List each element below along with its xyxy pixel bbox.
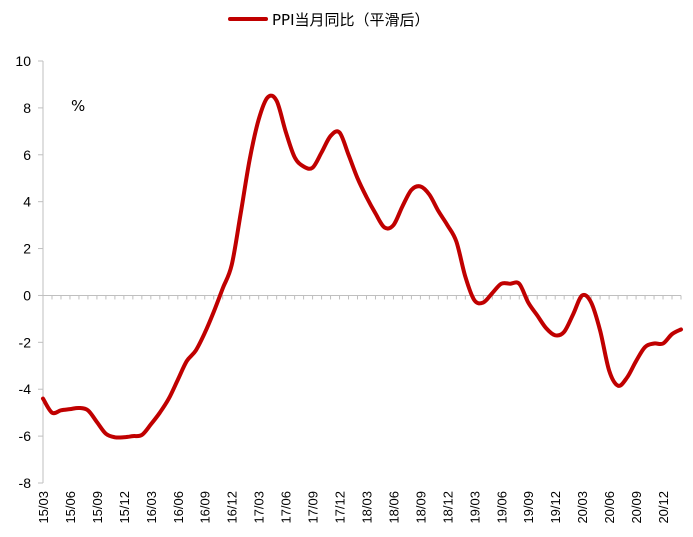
legend-label: PPI当月同比（平滑后）	[272, 10, 430, 29]
x-tick-label: 16/06	[171, 491, 186, 524]
x-tick-label: 19/06	[494, 491, 509, 524]
x-tick-label: 20/06	[602, 491, 617, 524]
x-tick-label: 15/12	[117, 491, 132, 524]
x-tick-label: 18/09	[413, 491, 428, 524]
y-tick-label: -2	[19, 334, 32, 350]
y-tick-label: -6	[19, 428, 32, 444]
y-tick-label: 2	[23, 241, 31, 257]
x-tick-label: 20/09	[629, 491, 644, 524]
x-tick-label: 20/03	[575, 491, 590, 524]
x-tick-label: 15/06	[63, 491, 78, 524]
x-tick-label: 18/12	[440, 491, 455, 524]
x-tick-label: 19/12	[548, 491, 563, 524]
x-tick-label: 19/09	[521, 491, 536, 524]
x-tick-label: 18/03	[359, 491, 374, 524]
x-tick-label: 16/12	[225, 491, 240, 524]
x-tick-label: 18/06	[386, 491, 401, 524]
legend-swatch	[228, 17, 268, 21]
x-tick-label: 16/09	[198, 491, 213, 524]
x-tick-label: 15/09	[90, 491, 105, 524]
y-tick-label: 4	[23, 194, 31, 210]
x-tick-label: 19/03	[467, 491, 482, 524]
legend: PPI当月同比（平滑后）	[228, 6, 430, 32]
x-tick-label: 17/06	[279, 491, 294, 524]
x-tick-label: 15/03	[36, 491, 51, 524]
y-tick-label: 10	[15, 53, 31, 69]
x-tick-label: 17/09	[306, 491, 321, 524]
y-tick-label: -8	[19, 475, 32, 491]
x-tick-label: 17/03	[252, 491, 267, 524]
unit-label: %	[71, 97, 86, 115]
x-tick-label: 17/12	[333, 491, 348, 524]
y-tick-label: -4	[19, 381, 32, 397]
x-tick-label: 16/03	[144, 491, 159, 524]
y-tick-label: 0	[23, 287, 31, 303]
y-tick-label: 6	[23, 147, 31, 163]
y-tick-label: 8	[23, 100, 31, 116]
x-tick-label: 20/12	[656, 491, 671, 524]
series-line-ppi	[41, 93, 683, 440]
